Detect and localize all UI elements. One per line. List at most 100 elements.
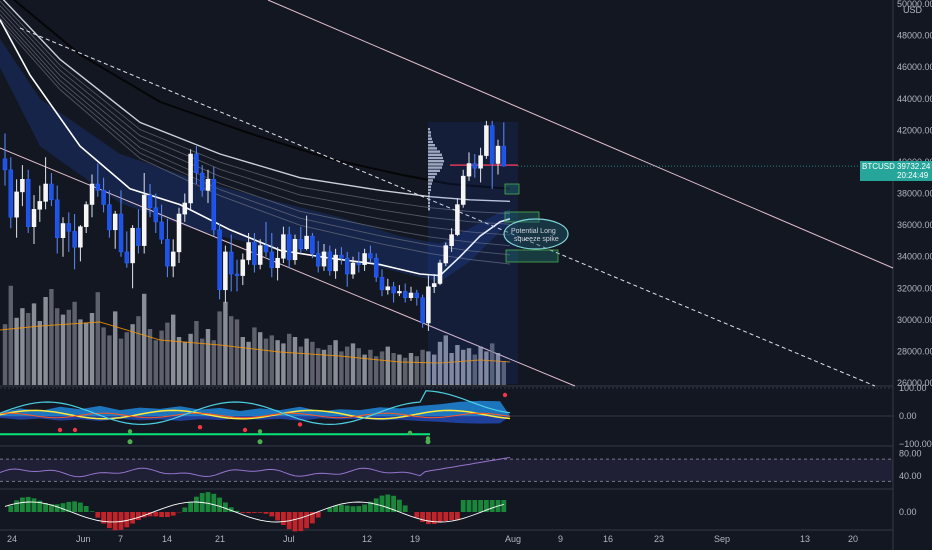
- volume-bar: [472, 354, 477, 385]
- volume-bar: [55, 308, 60, 385]
- candle-body: [95, 183, 101, 191]
- histogram-bar: [194, 496, 199, 512]
- candle-body: [165, 239, 170, 267]
- candle-body: [414, 292, 420, 298]
- histogram-bar: [205, 492, 211, 512]
- price-tick-label: 36000.00: [897, 220, 932, 230]
- candle-body: [339, 254, 344, 259]
- zone-box: [504, 183, 520, 195]
- candle-body: [286, 234, 292, 261]
- volume-profile-bar: [428, 195, 430, 198]
- time-axis[interactable]: 24 Jun 14 21 Jul 12 19 Aug 9 16 23 Sep 13 20 7: [7, 534, 858, 544]
- candle-body: [327, 251, 333, 272]
- histogram-bar: [257, 512, 263, 513]
- volume-bar: [403, 357, 408, 385]
- candle-body: [107, 204, 112, 231]
- volume-bar: [310, 341, 315, 385]
- volume-profile-bar: [428, 137, 432, 140]
- candle-body: [153, 207, 159, 223]
- histogram-bar: [20, 497, 25, 512]
- volume-bar: [362, 354, 367, 385]
- currency-label: USD: [903, 5, 923, 15]
- volume-bar: [461, 349, 466, 385]
- volume-bar: [217, 311, 222, 385]
- histogram-bar: [437, 512, 443, 523]
- volume-bar: [223, 301, 228, 385]
- candle-body: [170, 251, 176, 267]
- volume-bar: [84, 322, 89, 385]
- candle-body: [124, 251, 130, 264]
- histogram-bar: [455, 512, 460, 521]
- candle-body: [426, 286, 431, 324]
- histogram-bar: [275, 512, 280, 521]
- osc-signal-dot: [57, 427, 63, 433]
- ma-line: [0, 17, 511, 256]
- volume-profile-bar: [428, 134, 431, 137]
- candle-body: [78, 226, 83, 248]
- volume-bar: [153, 340, 158, 385]
- histogram-tick-label: 0.00: [899, 507, 917, 517]
- candle-body: [333, 254, 338, 272]
- zone-box: [505, 249, 559, 263]
- histogram-bar: [362, 504, 367, 512]
- histogram-bar: [292, 512, 298, 532]
- volume-bar: [49, 289, 54, 385]
- volume-bar: [113, 311, 118, 385]
- candle-body: [449, 234, 454, 246]
- candle-body: [14, 191, 19, 218]
- histogram-bar: [478, 500, 483, 512]
- volume-bar: [176, 337, 182, 385]
- volume-bar: [234, 319, 240, 385]
- candle-body: [112, 213, 118, 231]
- volume-bar: [211, 340, 216, 385]
- volume-bar: [182, 341, 187, 385]
- histogram-bar: [315, 512, 321, 518]
- histogram-bar: [431, 512, 437, 524]
- histogram-bar: [356, 506, 362, 512]
- candle-body: [147, 194, 153, 208]
- candle-body: [437, 262, 443, 284]
- candle-body: [478, 155, 483, 169]
- histogram-bar: [420, 512, 425, 522]
- volume-bar: [420, 349, 425, 385]
- candle-body: [182, 202, 188, 215]
- volume-bar: [246, 341, 251, 385]
- date-tick-label: 21: [215, 534, 225, 544]
- volume-bar: [31, 303, 37, 385]
- candle-body: [408, 292, 414, 298]
- annotation-ellipse: [503, 218, 569, 250]
- histogram-bar: [130, 512, 135, 524]
- date-tick-label: 16: [603, 534, 613, 544]
- candle-body: [130, 227, 135, 264]
- candle-body: [49, 183, 54, 201]
- volume-bar: [194, 321, 199, 385]
- candle-body: [2, 158, 8, 171]
- volume-bar: [8, 285, 13, 385]
- histogram-bar: [124, 512, 130, 528]
- volume-bar: [426, 351, 431, 385]
- histogram-bar: [147, 512, 153, 517]
- annotation-callout[interactable]: Potential Long squeeze spike: [503, 218, 569, 250]
- price-tick-label: 50000.00: [897, 0, 932, 9]
- volume-bar: [147, 329, 153, 385]
- osc-yellow-line: [0, 409, 511, 420]
- rsi-band: [0, 459, 893, 482]
- candle-body: [362, 253, 367, 265]
- candle-body: [402, 291, 408, 298]
- candle-body: [356, 262, 362, 265]
- volume-bar: [89, 313, 95, 385]
- volume-profile-bar: [428, 156, 443, 160]
- volume-profile-bar: [428, 198, 430, 201]
- volume-bar: [142, 293, 147, 385]
- candle-body: [391, 286, 396, 294]
- histogram-bar: [368, 501, 373, 512]
- histogram-bar: [25, 496, 31, 512]
- histogram-bar: [350, 506, 356, 512]
- osc-tick-label: 100.00: [899, 383, 927, 393]
- date-tick-label: 23: [654, 534, 664, 544]
- candle-body: [37, 201, 43, 210]
- volume-bar: [408, 353, 414, 385]
- volume-bar: [171, 314, 176, 385]
- histogram-bar: [188, 501, 193, 512]
